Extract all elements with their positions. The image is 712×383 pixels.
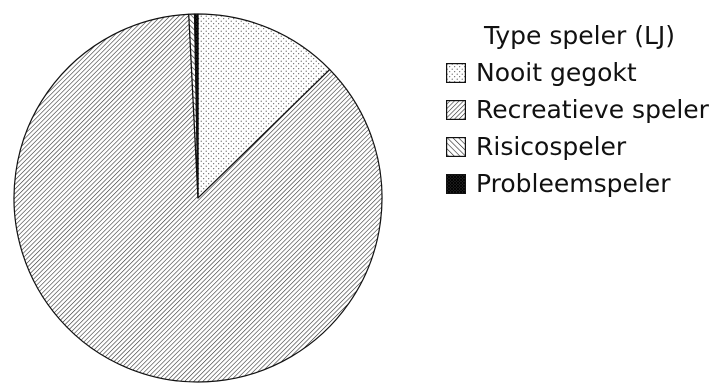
pie-slices [13, 13, 383, 383]
legend-swatch [446, 62, 466, 83]
legend-item: Risicospeler [446, 128, 709, 165]
legend-swatch [446, 136, 466, 157]
legend-items: Nooit gegokt Recreatieve speler Risicospel… [446, 54, 709, 202]
pie-slice-nooit-gegokt [197, 13, 331, 199]
legend-label: Nooit gegokt [476, 58, 637, 87]
legend-item: Probleemspeler [446, 165, 709, 202]
pie-slice-probleemspeler [193, 13, 199, 199]
legend-item: Recreatieve speler [446, 91, 709, 128]
legend-label: Risicospeler [476, 132, 627, 161]
legend: Type speler (LJ) Nooit gegokt Recreatieve… [446, 18, 709, 202]
legend-label: Probleemspeler [476, 169, 671, 198]
legend-item: Nooit gegokt [446, 54, 709, 91]
legend-title: Type speler (LJ) [484, 21, 676, 50]
legend-swatch [446, 99, 466, 120]
legend-label: Recreatieve speler [476, 95, 709, 124]
legend-swatch [446, 173, 466, 194]
